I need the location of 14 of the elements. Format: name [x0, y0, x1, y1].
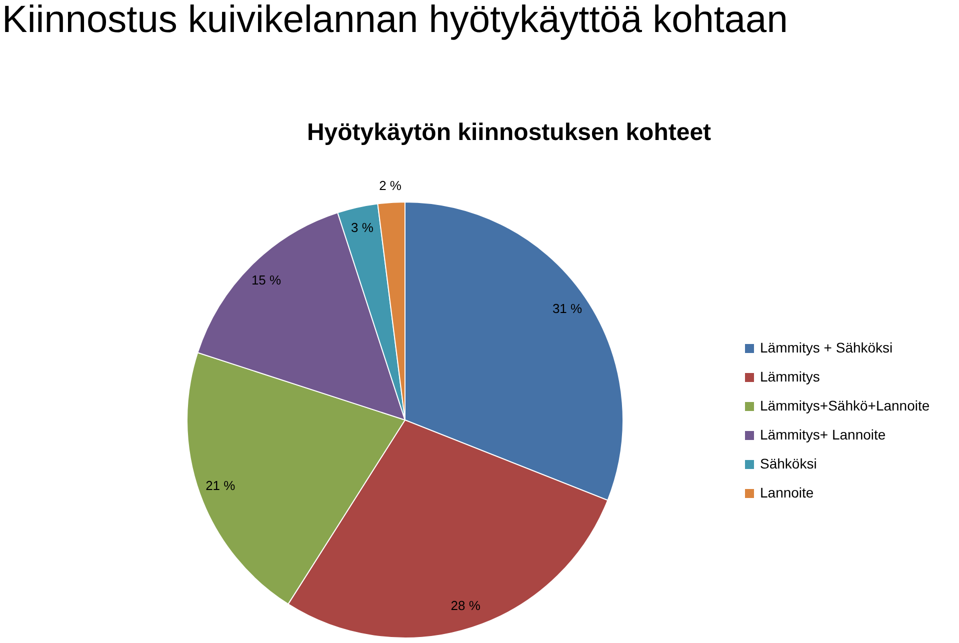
- data-label: 2 %: [379, 178, 402, 193]
- data-label: 15 %: [251, 272, 282, 288]
- data-label: 28 %: [450, 598, 481, 614]
- chart-title: Kiinnostus kuivikelannan hyötykäyttöä kohtaan: [2, 0, 788, 41]
- legend-label: Lämmitys + Sähköksi: [760, 340, 893, 356]
- legend-label: Sähköksi: [760, 456, 817, 472]
- legend-label: Lämmitys+ Lannoite: [760, 426, 886, 443]
- data-label: 31 %: [552, 301, 583, 316]
- legend-label: Lämmitys: [760, 368, 820, 385]
- chart-subtitle: Hyötykäytön kiinnostuksen kohteet: [306, 119, 712, 146]
- data-label: 3 %: [350, 220, 374, 235]
- data-label: 21 %: [206, 478, 236, 493]
- legend-label: Lämmitys+Sähkö+Lannoite: [760, 398, 930, 414]
- legend-label: Lannoite: [760, 484, 814, 501]
